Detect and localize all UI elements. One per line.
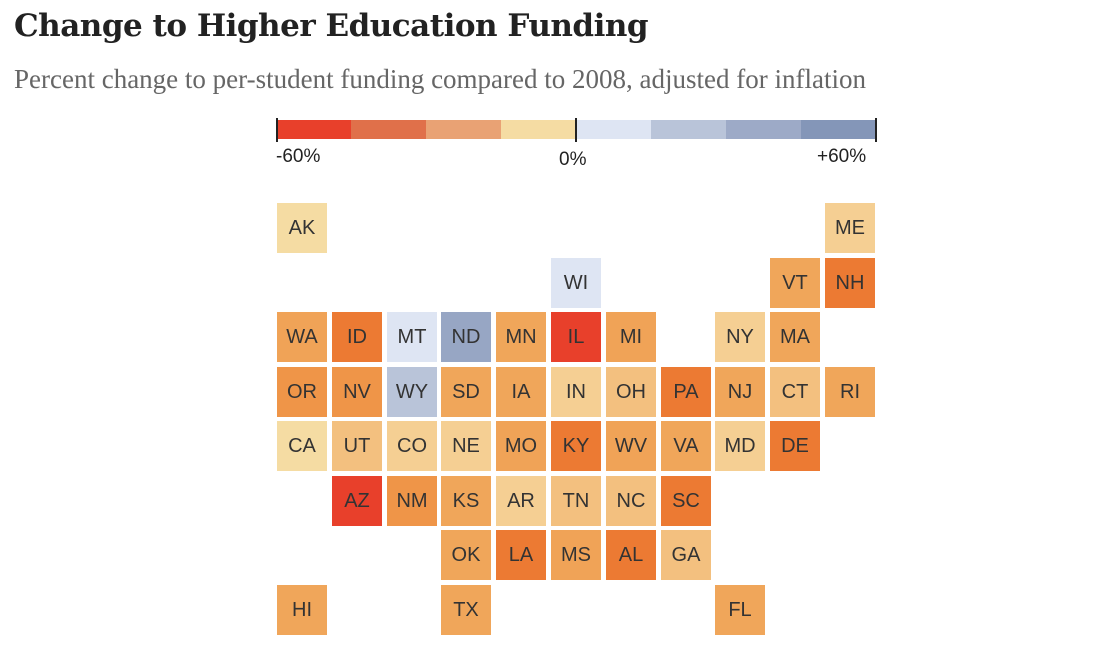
legend-color-bar bbox=[276, 120, 876, 139]
state-tile-nj[interactable]: NJ bbox=[715, 367, 765, 417]
legend-label-mid: 0% bbox=[559, 149, 587, 170]
state-tile-in[interactable]: IN bbox=[551, 367, 601, 417]
state-tile-ct[interactable]: CT bbox=[770, 367, 820, 417]
state-tile-mo[interactable]: MO bbox=[496, 421, 546, 471]
state-tile-me[interactable]: ME bbox=[825, 203, 875, 253]
legend-swatch bbox=[276, 120, 351, 139]
state-tile-ia[interactable]: IA bbox=[496, 367, 546, 417]
state-tile-wv[interactable]: WV bbox=[606, 421, 656, 471]
state-tile-wy[interactable]: WY bbox=[387, 367, 437, 417]
state-tile-oh[interactable]: OH bbox=[606, 367, 656, 417]
state-tile-mt[interactable]: MT bbox=[387, 312, 437, 362]
state-tile-pa[interactable]: PA bbox=[661, 367, 711, 417]
legend-swatch bbox=[726, 120, 801, 139]
legend-label-max: +60% bbox=[817, 146, 867, 167]
legend-tick-mid bbox=[575, 118, 577, 142]
state-tile-ut[interactable]: UT bbox=[332, 421, 382, 471]
state-tile-sd[interactable]: SD bbox=[441, 367, 491, 417]
state-tile-nc[interactable]: NC bbox=[606, 476, 656, 526]
state-tile-mi[interactable]: MI bbox=[606, 312, 656, 362]
state-tile-fl[interactable]: FL bbox=[715, 585, 765, 635]
state-tile-nd[interactable]: ND bbox=[441, 312, 491, 362]
state-tile-ok[interactable]: OK bbox=[441, 530, 491, 580]
legend-swatch bbox=[651, 120, 726, 139]
state-tile-de[interactable]: DE bbox=[770, 421, 820, 471]
state-tile-al[interactable]: AL bbox=[606, 530, 656, 580]
state-tile-va[interactable]: VA bbox=[661, 421, 711, 471]
state-tile-ny[interactable]: NY bbox=[715, 312, 765, 362]
legend-swatch bbox=[426, 120, 501, 139]
state-tile-ks[interactable]: KS bbox=[441, 476, 491, 526]
legend-tick-min bbox=[276, 118, 278, 142]
legend-label-min: -60% bbox=[276, 146, 321, 167]
color-legend: -60% 0% +60% bbox=[276, 118, 877, 172]
state-tile-ga[interactable]: GA bbox=[661, 530, 711, 580]
state-tile-sc[interactable]: SC bbox=[661, 476, 711, 526]
state-tile-nm[interactable]: NM bbox=[387, 476, 437, 526]
legend-tick-max bbox=[875, 118, 877, 142]
state-tile-ak[interactable]: AK bbox=[277, 203, 327, 253]
state-tile-nv[interactable]: NV bbox=[332, 367, 382, 417]
state-tile-wa[interactable]: WA bbox=[277, 312, 327, 362]
state-tile-wi[interactable]: WI bbox=[551, 258, 601, 308]
legend-swatch bbox=[501, 120, 576, 139]
state-tile-az[interactable]: AZ bbox=[332, 476, 382, 526]
state-tile-ne[interactable]: NE bbox=[441, 421, 491, 471]
state-tile-vt[interactable]: VT bbox=[770, 258, 820, 308]
state-tile-or[interactable]: OR bbox=[277, 367, 327, 417]
legend-swatch bbox=[351, 120, 426, 139]
state-tile-id[interactable]: ID bbox=[332, 312, 382, 362]
state-tile-ma[interactable]: MA bbox=[770, 312, 820, 362]
state-tile-tx[interactable]: TX bbox=[441, 585, 491, 635]
state-tile-ky[interactable]: KY bbox=[551, 421, 601, 471]
legend-swatch bbox=[576, 120, 651, 139]
state-tile-hi[interactable]: HI bbox=[277, 585, 327, 635]
state-tile-tn[interactable]: TN bbox=[551, 476, 601, 526]
state-tile-la[interactable]: LA bbox=[496, 530, 546, 580]
chart-title: Change to Higher Education Funding bbox=[14, 8, 649, 44]
state-tile-co[interactable]: CO bbox=[387, 421, 437, 471]
state-tile-md[interactable]: MD bbox=[715, 421, 765, 471]
legend-swatch bbox=[801, 120, 876, 139]
state-tile-ms[interactable]: MS bbox=[551, 530, 601, 580]
state-tile-nh[interactable]: NH bbox=[825, 258, 875, 308]
state-tile-il[interactable]: IL bbox=[551, 312, 601, 362]
state-tile-ar[interactable]: AR bbox=[496, 476, 546, 526]
state-tile-ri[interactable]: RI bbox=[825, 367, 875, 417]
state-tile-mn[interactable]: MN bbox=[496, 312, 546, 362]
state-tile-ca[interactable]: CA bbox=[277, 421, 327, 471]
chart-subtitle: Percent change to per-student funding co… bbox=[14, 64, 866, 94]
